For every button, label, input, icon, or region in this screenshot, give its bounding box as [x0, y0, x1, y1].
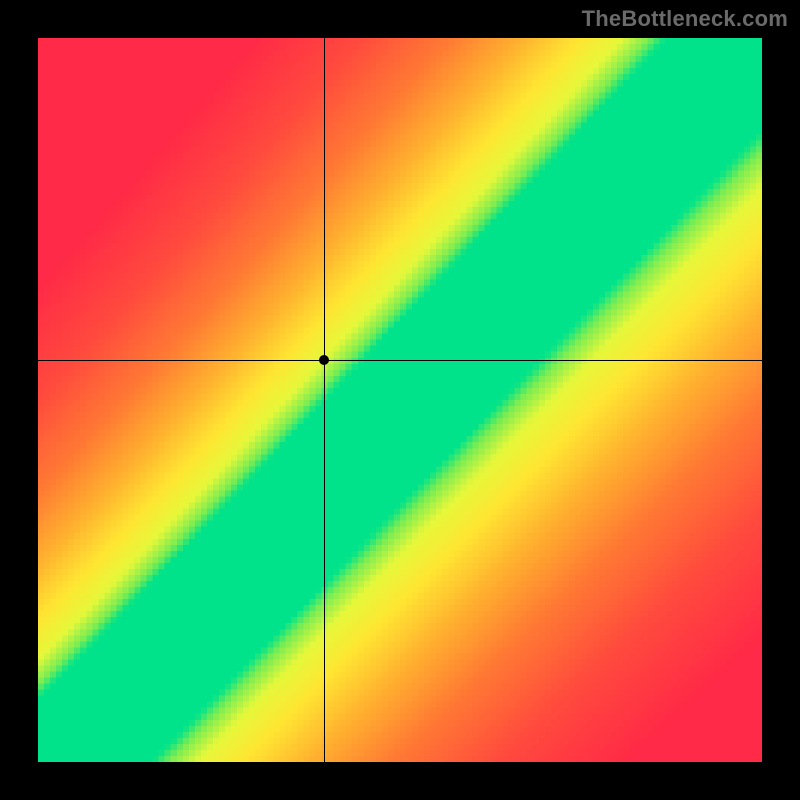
- crosshair-horizontal: [38, 360, 762, 361]
- marker-dot: [319, 355, 329, 365]
- heatmap-canvas: [38, 38, 762, 762]
- figure-frame: TheBottleneck.com: [0, 0, 800, 800]
- heatmap-plot: [38, 38, 762, 762]
- crosshair-vertical: [324, 38, 325, 762]
- source-watermark: TheBottleneck.com: [582, 6, 788, 32]
